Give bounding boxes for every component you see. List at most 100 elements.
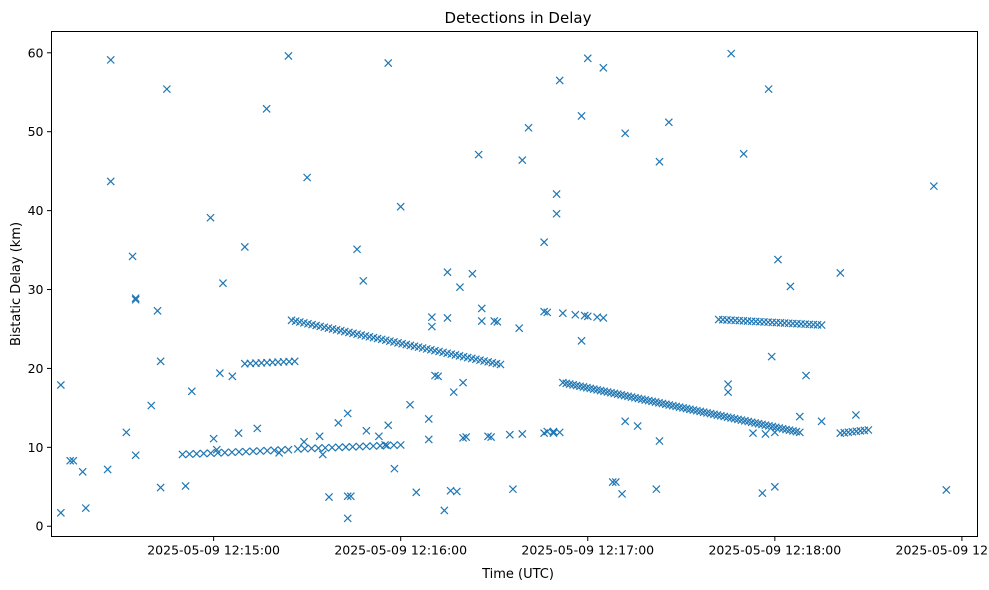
- x-tick-label-0: 2025-05-09 12:15:00: [147, 543, 280, 558]
- data-point-161: [199, 449, 208, 458]
- data-point-167: [242, 447, 251, 456]
- data-point-265: [459, 433, 468, 442]
- data-point-260: [440, 506, 449, 515]
- data-point-327: [801, 371, 811, 380]
- data-point-237: [343, 409, 352, 418]
- data-point-182: [348, 442, 357, 451]
- data-point-304: [611, 478, 620, 487]
- data-point-207: [122, 428, 131, 437]
- x-tick-label-3: 2025-05-09 12:18:00: [708, 543, 841, 558]
- data-point-315: [724, 380, 733, 389]
- data-point-286: [543, 427, 552, 436]
- data-point-320: [764, 85, 773, 94]
- data-point-306: [621, 129, 630, 138]
- data-point-247: [390, 464, 399, 473]
- data-point-303: [608, 478, 617, 487]
- data-point-197: [864, 425, 873, 435]
- data-point-267: [459, 378, 468, 387]
- data-point-218: [187, 387, 196, 396]
- data-point-305: [618, 489, 627, 498]
- x-tick-label-4: 2025-05-09 12:19:00: [896, 543, 989, 558]
- data-point-184: [362, 442, 371, 451]
- data-point-169: [256, 446, 265, 455]
- data-point-323: [770, 482, 779, 491]
- data-point-266: [462, 433, 471, 442]
- x-axis-ticks: 2025-05-09 12:15:00 2025-05-09 12:16:00 20…: [147, 536, 989, 558]
- data-point-270: [477, 304, 486, 313]
- data-point-212: [147, 401, 156, 410]
- data-point-312: [664, 118, 673, 127]
- data-point-245: [381, 440, 390, 449]
- y-tick-label-1: 10: [28, 440, 44, 455]
- data-point-319: [761, 429, 770, 438]
- x-axis-label: Time (UTC): [481, 567, 554, 582]
- data-point-158: [178, 450, 187, 459]
- y-tick-label-0: 0: [36, 519, 44, 534]
- data-point-256: [430, 371, 440, 380]
- data-point-278: [515, 324, 524, 333]
- data-point-291: [555, 428, 564, 437]
- data-point-244: [374, 432, 383, 441]
- data-point-322: [770, 428, 779, 437]
- data-point-202: [78, 467, 87, 476]
- data-point-180: [334, 443, 343, 452]
- data-point-301: [599, 63, 608, 72]
- data-point-310: [655, 157, 664, 166]
- data-point-313: [724, 388, 733, 397]
- data-point-290: [552, 209, 561, 218]
- data-point-185: [369, 441, 378, 451]
- data-point-131: [795, 428, 804, 437]
- data-point-308: [633, 422, 642, 431]
- data-point-205: [106, 177, 115, 186]
- data-point-277: [505, 430, 514, 439]
- data-point-271: [477, 317, 486, 326]
- y-tick-label-4: 40: [28, 203, 44, 218]
- y-axis-ticks: 0 10 20 30 40 50 60: [28, 45, 52, 534]
- data-point-248: [396, 202, 405, 211]
- data-point-219: [209, 434, 218, 443]
- data-point-236: [334, 418, 343, 427]
- data-point-174: [293, 444, 302, 453]
- data-point-272: [483, 432, 493, 441]
- data-point-279: [518, 429, 527, 438]
- data-point-243: [362, 426, 371, 435]
- data-point-175: [300, 444, 309, 453]
- data-point-259: [443, 268, 452, 277]
- data-point-241: [353, 245, 362, 254]
- data-point-285: [543, 308, 552, 317]
- data-point-273: [487, 433, 496, 442]
- y-axis-label: Bistatic Delay (km): [9, 222, 24, 346]
- data-point-231: [300, 437, 309, 446]
- data-point-222: [215, 369, 224, 378]
- data-point-160: [192, 449, 201, 458]
- data-point-242: [359, 276, 368, 285]
- data-point-166: [234, 447, 244, 456]
- data-point-183: [355, 442, 364, 451]
- data-point-233: [315, 432, 324, 441]
- data-point-257: [434, 372, 443, 381]
- data-point-274: [490, 317, 499, 326]
- data-point-317: [748, 429, 758, 438]
- data-point-210: [131, 294, 140, 303]
- data-point-179: [328, 443, 337, 452]
- data-point-289: [552, 190, 561, 199]
- data-point-177: [314, 444, 323, 453]
- data-point-209: [131, 295, 140, 304]
- data-point-157: [817, 321, 826, 330]
- data-point-268: [468, 269, 477, 278]
- data-point-251: [412, 488, 421, 497]
- data-point-51: [496, 360, 505, 369]
- data-point-314: [727, 49, 736, 58]
- y-tick-label-3: 30: [28, 282, 44, 297]
- data-point-220: [206, 213, 215, 222]
- data-point-203: [81, 504, 90, 513]
- data-point-217: [181, 481, 190, 491]
- data-point-227: [253, 424, 262, 433]
- data-point-224: [228, 372, 237, 381]
- data-point-302: [599, 313, 608, 322]
- data-point-187: [382, 441, 392, 450]
- data-point-246: [384, 421, 393, 430]
- x-tick-label-1: 2025-05-09 12:16:00: [334, 543, 467, 558]
- data-point-331: [929, 182, 938, 191]
